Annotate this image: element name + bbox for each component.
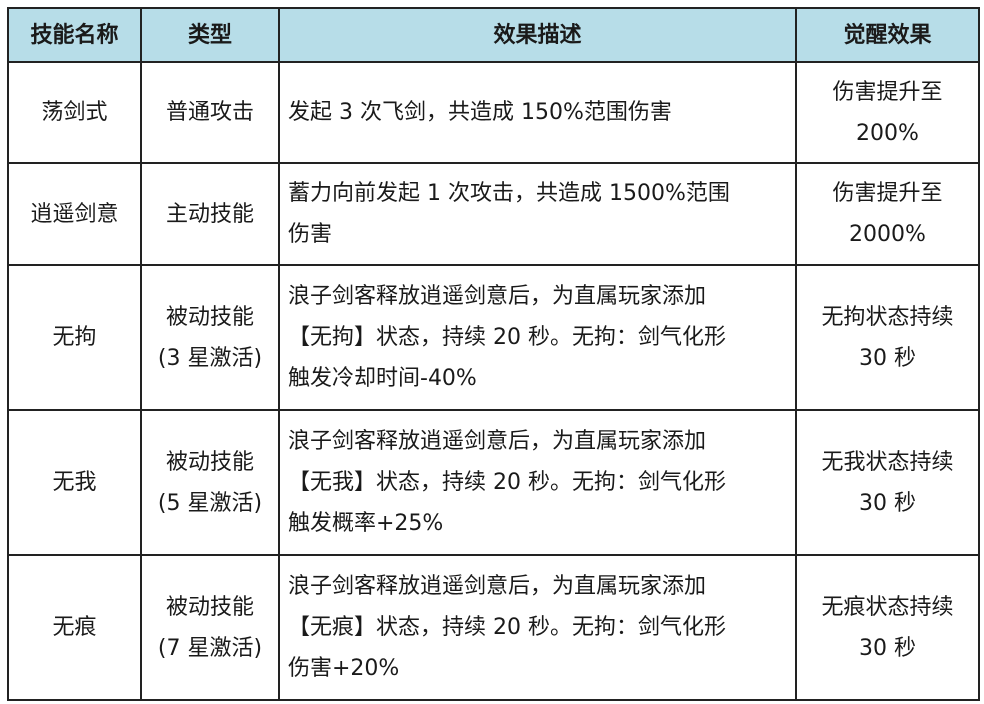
skill-description-line: 伤害: [288, 222, 333, 247]
awaken-effect-line: 2000%: [849, 222, 926, 247]
table-row: 无痕 被动技能 (7 星激活) 浪子剑客释放逍遥剑意后，为直属玩家添加 【无痕】状态，持…: [7, 554, 980, 701]
skill-description: 浪子剑客释放逍遥剑意后，为直属玩家添加 【无痕】状态，持续 20 秒。无拘：剑气化…: [278, 554, 797, 701]
header-skill-name: 技能名称: [7, 7, 142, 63]
table-row: 无我 被动技能 (5 星激活) 浪子剑客释放逍遥剑意后，为直属玩家添加 【无我】状态，持…: [7, 409, 980, 556]
awaken-effect-line: 30 秒: [859, 490, 916, 516]
skill-type: 主动技能: [140, 162, 280, 266]
skill-type: 被动技能 (7 星激活): [140, 554, 280, 701]
skill-description-line: 发起 3 次飞剑，共造成 150%范围伤害: [288, 100, 672, 125]
skill-type-line: 主动技能: [165, 201, 254, 227]
skill-type-line: (7 星激活): [157, 635, 263, 661]
skill-description: 发起 3 次飞剑，共造成 150%范围伤害: [278, 61, 797, 164]
skill-description: 浪子剑客释放逍遥剑意后，为直属玩家添加 【无拘】状态，持续 20 秒。无拘：剑气化…: [278, 264, 797, 411]
awaken-effect-line: 无拘状态持续: [821, 304, 954, 330]
skill-name: 逍遥剑意: [7, 162, 142, 266]
awaken-effect-line: 无痕状态持续: [821, 594, 954, 620]
awaken-effect: 伤害提升至 2000%: [795, 162, 980, 266]
awaken-effect: 无我状态持续 30 秒: [795, 409, 980, 556]
skill-type-line: 被动技能: [165, 449, 254, 475]
skill-description-line: 【无我】状态，持续 20 秒。无拘：剑气化形: [288, 470, 726, 495]
header-description: 效果描述: [278, 7, 797, 63]
awaken-effect: 无痕状态持续 30 秒: [795, 554, 980, 701]
header-type: 类型: [140, 7, 280, 63]
skill-description-line: 【无痕】状态，持续 20 秒。无拘：剑气化形: [288, 615, 726, 640]
skill-type: 被动技能 (5 星激活): [140, 409, 280, 556]
skill-type: 被动技能 (3 星激活): [140, 264, 280, 411]
awaken-effect-line: 30 秒: [859, 345, 916, 371]
awaken-effect-line: 200%: [856, 120, 919, 146]
skill-name: 无拘: [7, 264, 142, 411]
skill-type-line: 被动技能: [165, 594, 254, 620]
skill-description-line: 【无拘】状态，持续 20 秒。无拘：剑气化形: [288, 325, 726, 350]
skill-type-line: 被动技能: [165, 304, 254, 330]
awaken-effect-line: 伤害提升至: [832, 79, 943, 105]
header-row: 技能名称 类型 效果描述 觉醒效果: [7, 7, 980, 63]
skill-description-line: 蓄力向前发起 1 次攻击，共造成 1500%范围: [288, 181, 730, 206]
skill-description-line: 伤害+20%: [288, 656, 400, 681]
table-row: 无拘 被动技能 (3 星激活) 浪子剑客释放逍遥剑意后，为直属玩家添加 【无拘】状态，持…: [7, 264, 980, 411]
table-row: 逍遥剑意 主动技能 蓄力向前发起 1 次攻击，共造成 1500%范围 伤害 伤害提升至 2…: [7, 162, 980, 266]
skill-description: 蓄力向前发起 1 次攻击，共造成 1500%范围 伤害: [278, 162, 797, 266]
skill-description: 浪子剑客释放逍遥剑意后，为直属玩家添加 【无我】状态，持续 20 秒。无拘：剑气化…: [278, 409, 797, 556]
awaken-effect: 无拘状态持续 30 秒: [795, 264, 980, 411]
skill-description-line: 浪子剑客释放逍遥剑意后，为直属玩家添加: [288, 574, 707, 599]
awaken-effect-line: 无我状态持续: [821, 449, 954, 475]
header-awaken: 觉醒效果: [795, 7, 980, 63]
skill-type-line: 普通攻击: [165, 100, 254, 125]
skill-name: 荡剑式: [7, 61, 142, 164]
skill-table: 技能名称 类型 效果描述 觉醒效果 荡剑式 普通攻击 发起 3 次飞剑，共造成 15…: [7, 7, 980, 701]
skill-type-line: (3 星激活): [157, 345, 263, 371]
skill-type-line: (5 星激活): [157, 490, 263, 516]
awaken-effect-line: 30 秒: [859, 635, 916, 661]
skill-description-line: 浪子剑客释放逍遥剑意后，为直属玩家添加: [288, 429, 707, 454]
skill-description-line: 触发概率+25%: [288, 511, 444, 536]
skill-description-line: 触发冷却时间-40%: [288, 366, 477, 391]
awaken-effect-line: 伤害提升至: [832, 181, 943, 206]
table-row: 荡剑式 普通攻击 发起 3 次飞剑，共造成 150%范围伤害 伤害提升至 200%: [7, 61, 980, 164]
skill-type: 普通攻击: [140, 61, 280, 164]
skill-name: 无痕: [7, 554, 142, 701]
awaken-effect: 伤害提升至 200%: [795, 61, 980, 164]
skill-name: 无我: [7, 409, 142, 556]
skill-description-line: 浪子剑客释放逍遥剑意后，为直属玩家添加: [288, 284, 707, 309]
